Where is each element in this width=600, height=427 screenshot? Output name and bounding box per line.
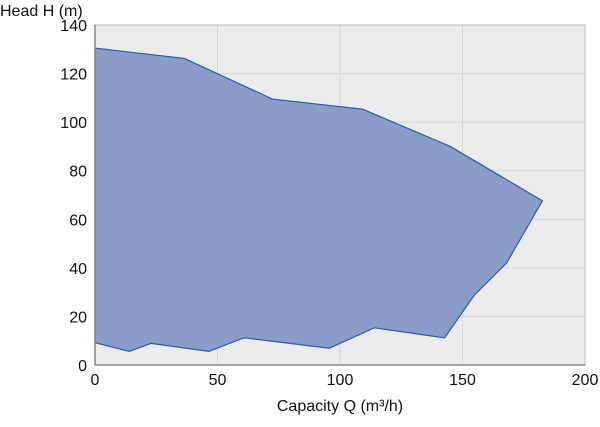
x-tick-label: 0 xyxy=(91,372,100,389)
y-tick-label: 120 xyxy=(60,67,87,84)
axes xyxy=(94,24,586,366)
y-axis-label: Head H (m) xyxy=(0,3,83,20)
y-tick-label: 0 xyxy=(78,358,87,375)
operating-range-area xyxy=(94,47,544,353)
y-tick-label: 40 xyxy=(69,261,87,278)
x-tick-label: 50 xyxy=(209,372,227,389)
x-tick-label: 100 xyxy=(327,372,354,389)
x-tick-label: 200 xyxy=(572,372,599,389)
y-tick-label: 20 xyxy=(69,309,87,326)
y-tick-label: 60 xyxy=(69,212,87,229)
y-tick-label: 100 xyxy=(60,115,87,132)
x-axis-label: Capacity Q (m³/h) xyxy=(277,398,403,415)
tick-labels: 0 50 100 150 200 0 20 40 60 80 100 120 140 xyxy=(60,18,598,389)
x-tick-label: 150 xyxy=(449,372,476,389)
y-tick-label: 140 xyxy=(60,18,87,35)
y-tick-label: 80 xyxy=(69,164,87,181)
